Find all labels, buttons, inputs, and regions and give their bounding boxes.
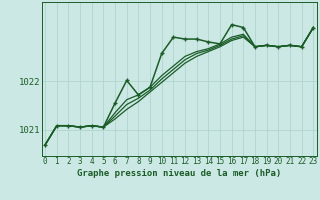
- X-axis label: Graphe pression niveau de la mer (hPa): Graphe pression niveau de la mer (hPa): [77, 169, 281, 178]
